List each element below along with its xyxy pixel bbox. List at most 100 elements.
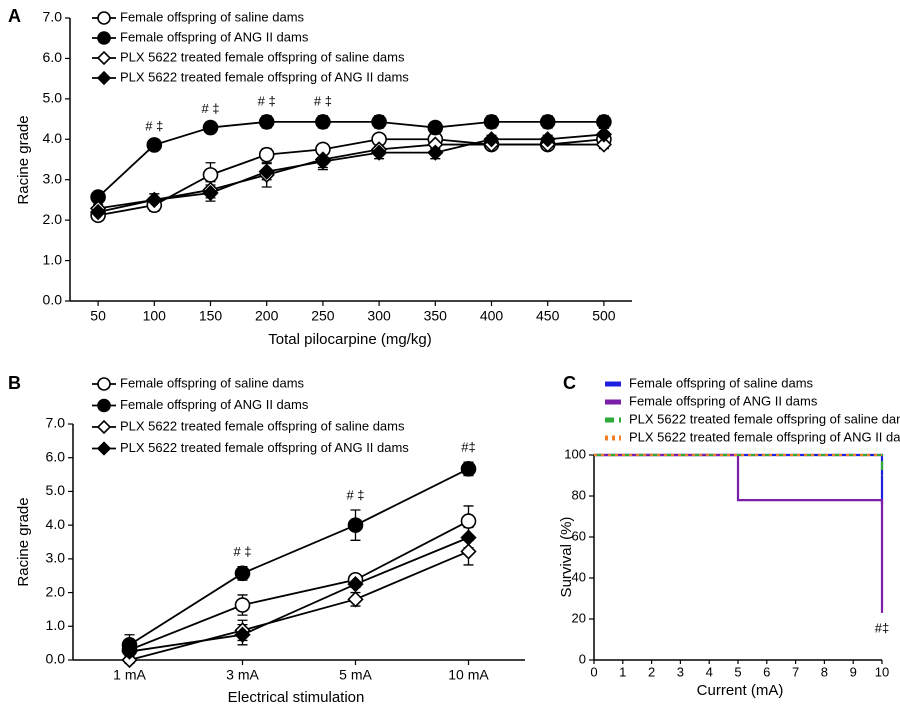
- data-point: [202, 184, 219, 202]
- x-tick-label: 10 mA: [448, 667, 489, 683]
- data-point: [258, 146, 275, 163]
- legend-label: Female offspring of saline dams: [629, 375, 814, 390]
- data-point: [258, 163, 275, 180]
- legend-label: PLX 5622 treated female offspring of ANG…: [629, 429, 900, 444]
- data-point: [234, 626, 251, 643]
- x-tick-label: 5 mA: [339, 667, 372, 683]
- data-point: [347, 591, 364, 608]
- y-axis-title: Racine grade: [15, 497, 32, 586]
- data-point: [595, 136, 613, 153]
- y-tick-label: 100: [564, 446, 586, 461]
- legend-marker: [96, 50, 112, 66]
- series-line: [97, 133, 604, 213]
- series-line: [97, 121, 604, 198]
- data-point: [460, 513, 477, 529]
- data-point: [121, 651, 138, 669]
- series-line: [97, 143, 604, 210]
- x-tick-label: 10: [875, 664, 889, 679]
- annotation: # ‡: [233, 544, 251, 559]
- data-point: [427, 119, 444, 136]
- y-tick-label: 7.0: [46, 415, 66, 431]
- legend-marker: [96, 441, 112, 456]
- x-tick-label: 150: [199, 308, 223, 324]
- x-tick-label: 6: [763, 664, 770, 679]
- x-tick-label: 9: [850, 664, 857, 679]
- survival-step: [594, 453, 884, 613]
- x-tick-label: 2: [648, 664, 655, 679]
- x-axis-title: Total pilocarpine (mg/kg): [268, 331, 431, 348]
- x-tick-label: 450: [536, 308, 560, 324]
- data-point: [427, 144, 444, 161]
- series-line: [129, 550, 469, 661]
- y-tick-label: 2.0: [46, 583, 66, 599]
- y-axis-title: Survival (%): [558, 517, 575, 598]
- x-tick-label: 5: [734, 664, 741, 679]
- data-point: [370, 144, 388, 161]
- y-tick-label: 3.0: [43, 170, 63, 186]
- y-axis-title: Racine grade: [15, 115, 32, 204]
- data-point: [202, 119, 219, 136]
- x-tick-label: 100: [143, 308, 167, 324]
- y-tick-label: 1.0: [46, 617, 66, 633]
- data-point: [460, 461, 477, 477]
- x-axis-title: Current (mA): [697, 682, 784, 699]
- x-tick-label: 1 mA: [113, 667, 146, 683]
- series-line: [129, 536, 469, 653]
- series-line: [129, 468, 469, 646]
- panel-letter: C: [563, 373, 576, 393]
- y-tick-label: 0: [579, 651, 586, 666]
- annotation: #‡: [875, 620, 889, 635]
- annotation: # ‡: [145, 118, 163, 133]
- x-tick-label: 250: [311, 308, 335, 324]
- x-tick-label: 200: [255, 308, 279, 324]
- x-tick-label: 3: [677, 664, 684, 679]
- data-point: [371, 114, 387, 130]
- legend-label: Female offspring of ANG II dams: [120, 29, 309, 44]
- legend-label: PLX 5622 treated female offspring of sal…: [629, 411, 900, 426]
- y-tick-label: 5.0: [43, 90, 63, 106]
- y-tick-label: 20: [572, 610, 586, 625]
- legend-marker: [97, 11, 111, 25]
- data-point: [315, 114, 331, 130]
- annotation: # ‡: [314, 93, 332, 108]
- x-tick-label: 500: [592, 308, 616, 324]
- data-point: [483, 131, 500, 148]
- y-tick-label: 6.0: [43, 49, 63, 65]
- y-tick-label: 2.0: [43, 211, 63, 227]
- annotation: # ‡: [201, 101, 219, 116]
- legend-label: PLX 5622 treated female offspring of sal…: [120, 49, 405, 64]
- legend-marker: [97, 31, 111, 45]
- x-tick-label: 1: [619, 664, 626, 679]
- x-tick-label: 300: [367, 308, 391, 324]
- legend-marker: [97, 377, 111, 391]
- x-tick-label: 7: [792, 664, 799, 679]
- x-axis-title: Electrical stimulation: [228, 689, 365, 706]
- data-point: [121, 643, 138, 660]
- data-point: [347, 517, 364, 533]
- y-tick-label: 0.0: [43, 292, 63, 308]
- data-point: [202, 167, 219, 183]
- y-tick-label: 60: [572, 528, 586, 543]
- data-point: [258, 114, 275, 130]
- data-point: [460, 543, 477, 560]
- data-point: [234, 565, 251, 582]
- y-tick-label: 3.0: [46, 550, 66, 566]
- legend-label: Female offspring of saline dams: [120, 375, 305, 390]
- x-tick-label: 400: [480, 308, 504, 324]
- data-point: [460, 529, 477, 546]
- y-tick-label: 0.0: [46, 651, 66, 667]
- data-point: [483, 114, 500, 130]
- legend-label: PLX 5622 treated female offspring of ANG…: [120, 440, 409, 455]
- y-tick-label: 7.0: [43, 9, 63, 25]
- y-tick-label: 5.0: [46, 482, 66, 498]
- data-point: [89, 203, 107, 221]
- y-tick-label: 40: [572, 569, 586, 584]
- data-point: [595, 126, 613, 143]
- series-line: [129, 520, 469, 651]
- y-tick-label: 6.0: [46, 448, 66, 464]
- legend-marker: [96, 419, 112, 435]
- x-tick-label: 350: [424, 308, 448, 324]
- data-point: [539, 114, 556, 130]
- annotation: #‡: [461, 440, 475, 455]
